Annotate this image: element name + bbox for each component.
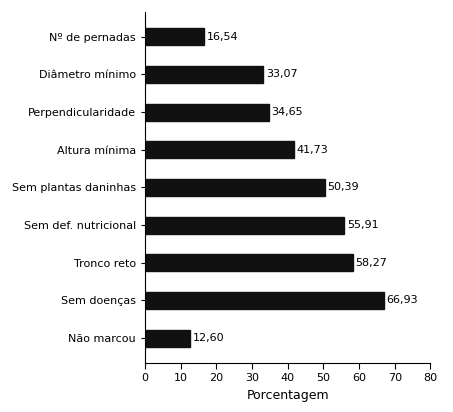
Text: 55,91: 55,91 bbox=[347, 220, 379, 230]
Text: 50,39: 50,39 bbox=[328, 183, 359, 192]
Bar bbox=[145, 330, 190, 346]
Bar bbox=[145, 141, 294, 158]
Bar bbox=[145, 217, 344, 234]
Bar bbox=[145, 179, 325, 196]
Text: 34,65: 34,65 bbox=[271, 107, 303, 117]
Text: 33,07: 33,07 bbox=[266, 70, 298, 80]
Text: 16,54: 16,54 bbox=[207, 32, 238, 42]
X-axis label: Porcentagem: Porcentagem bbox=[246, 389, 329, 402]
Bar bbox=[145, 28, 204, 45]
Text: 41,73: 41,73 bbox=[297, 145, 328, 155]
Text: 12,60: 12,60 bbox=[193, 333, 224, 343]
Text: 58,27: 58,27 bbox=[356, 258, 388, 268]
Bar bbox=[145, 254, 353, 271]
Bar bbox=[145, 66, 263, 83]
Bar bbox=[145, 292, 384, 309]
Text: 66,93: 66,93 bbox=[386, 295, 418, 305]
Bar bbox=[145, 104, 269, 121]
